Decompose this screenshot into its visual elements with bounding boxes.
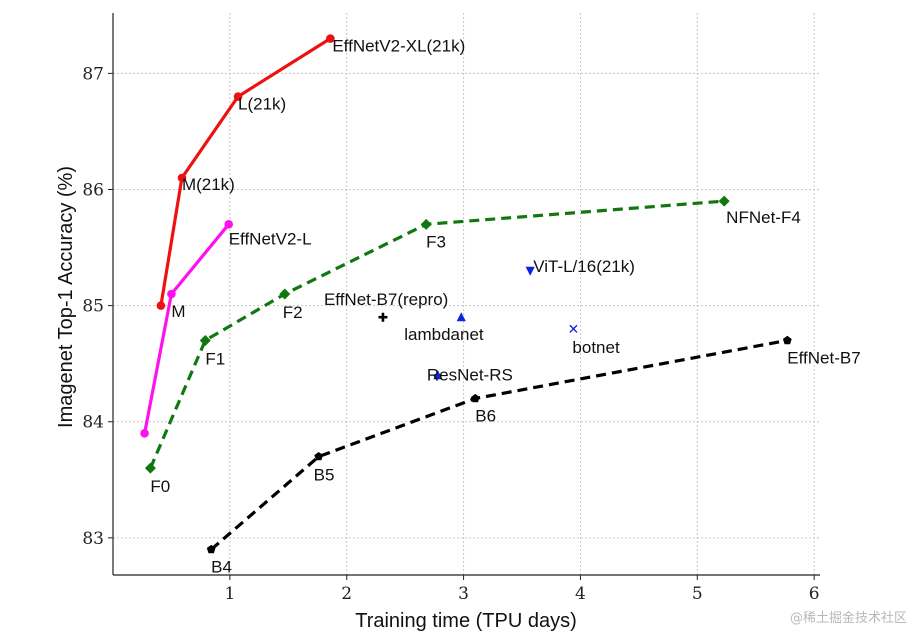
- standalone-point-2: [525, 266, 535, 276]
- series-0-point-2: [233, 92, 243, 101]
- grid-lines: [113, 13, 820, 575]
- standalone-point-0: [378, 312, 388, 322]
- axes: [112, 13, 820, 576]
- series-3-point-0: [206, 544, 216, 554]
- watermark: @稀土掘金技术社区: [790, 610, 907, 626]
- series-0-point-0: [156, 301, 166, 310]
- point-label: F3: [426, 232, 446, 251]
- y-tick-label: 85: [82, 297, 104, 317]
- x-tick-label: 2: [341, 584, 352, 604]
- x-tick-label: 3: [458, 584, 469, 604]
- point-label: F0: [150, 477, 170, 496]
- series-0-point-1: [177, 173, 187, 183]
- point-label: EffNetV2-L: [229, 229, 312, 248]
- point-label: EffNetV2-XL(21k): [332, 37, 465, 56]
- y-tick-label: 83: [82, 529, 104, 549]
- series-2-point-2: [279, 288, 291, 300]
- series-line-0: [159, 37, 332, 306]
- x-axis-label: Training time (TPU days): [355, 610, 577, 632]
- point-label: lambdanet: [404, 325, 484, 344]
- point-label: NFNet-F4: [726, 208, 801, 227]
- point-label: F2: [283, 303, 303, 322]
- point-label: B4: [211, 557, 232, 576]
- point-label: M(21k): [182, 175, 235, 194]
- series-1-point-0: [140, 429, 149, 438]
- point-label: ViT-L/16(21k): [533, 257, 635, 276]
- series-3-point-3: [782, 335, 792, 345]
- data-markers: [140, 34, 792, 554]
- point-label: botnet: [572, 338, 620, 357]
- point-label: F1: [205, 349, 225, 368]
- point-labels: M(21k) L(21k) EffNetV2-XL(21k) M EffNetV2-L F…: [150, 37, 860, 577]
- series-lines: [143, 37, 788, 551]
- series-2-point-1: [199, 334, 211, 346]
- tick-labels: 1 2 3 4 5 6 83 84 85 86 87: [82, 64, 819, 604]
- y-axis-label: Imagenet Top-1 Accuracy (%): [55, 166, 77, 428]
- standalone-point-1: [456, 312, 466, 322]
- standalone-point-4: [433, 370, 443, 380]
- series-2-point-4: [718, 195, 730, 207]
- y-tick-label: 86: [82, 180, 104, 200]
- x-tick-label: 4: [575, 584, 586, 604]
- series-1-point-2: [224, 220, 233, 229]
- series-line-1: [143, 223, 230, 434]
- series-2-point-3: [420, 218, 432, 230]
- point-label: ResNet-RS: [427, 365, 513, 384]
- series-2-point-0: [144, 462, 156, 474]
- series-line-3: [210, 338, 788, 551]
- series-3-point-2: [470, 393, 480, 403]
- y-tick-label: 87: [82, 64, 104, 84]
- point-label: L(21k): [238, 95, 286, 114]
- point-label: EffNet-B7: [787, 348, 860, 367]
- series-0-point-3: [326, 34, 335, 43]
- point-label: M: [171, 302, 185, 321]
- standalone-point-3: [569, 324, 578, 333]
- point-label: EffNet-B7(repro): [324, 290, 448, 309]
- series-3-point-1: [314, 452, 323, 461]
- series-1-point-1: [167, 289, 176, 299]
- point-label: B6: [475, 407, 496, 426]
- x-tick-label: 1: [224, 584, 235, 604]
- point-label: B5: [314, 466, 335, 485]
- y-tick-label: 84: [82, 413, 104, 433]
- x-tick-label: 6: [809, 584, 820, 604]
- x-tick-label: 5: [692, 584, 703, 604]
